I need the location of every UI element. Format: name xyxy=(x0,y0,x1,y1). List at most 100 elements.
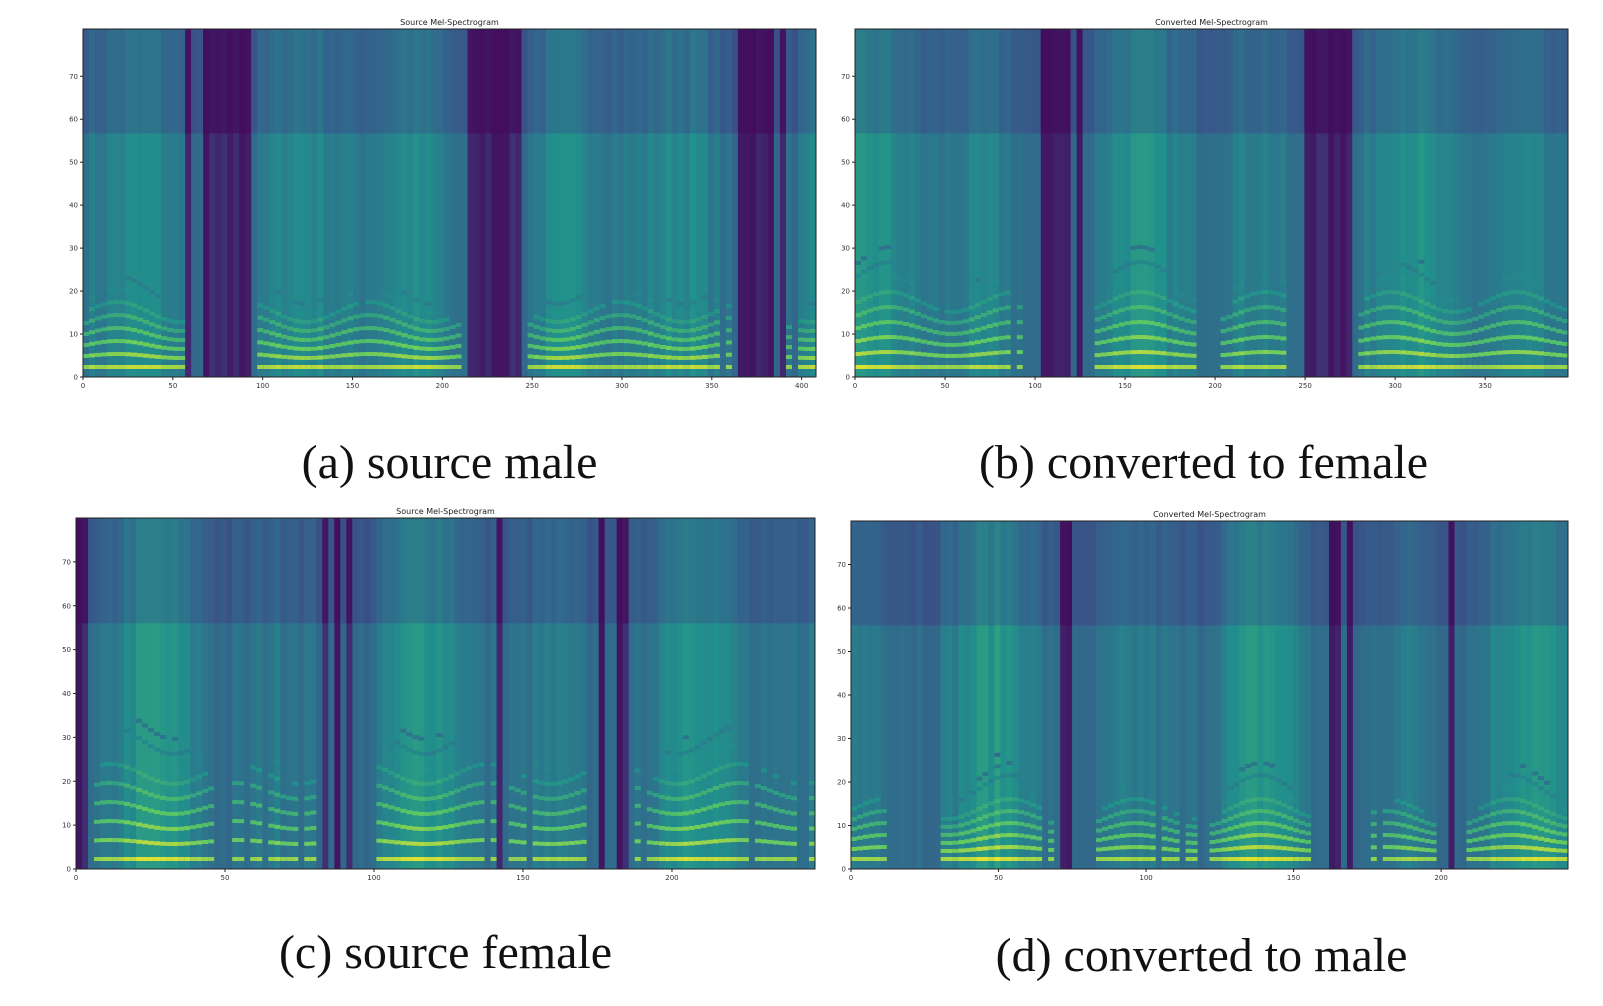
spectrogram-upper xyxy=(358,518,365,623)
spectrogram-upper xyxy=(982,521,988,625)
harmonic xyxy=(1017,350,1023,354)
harmonic xyxy=(976,807,982,811)
spectrogram-upper xyxy=(1413,521,1419,625)
harmonic xyxy=(1227,796,1233,800)
harmonic xyxy=(124,839,131,843)
spectrogram-upper xyxy=(767,518,774,623)
y-tick-label: 50 xyxy=(837,648,846,656)
spectrogram-upper xyxy=(1526,521,1532,625)
harmonic xyxy=(696,365,703,369)
harmonic xyxy=(1102,857,1108,861)
harmonic xyxy=(335,332,342,336)
spectrogram-upper xyxy=(1304,29,1310,133)
harmonic xyxy=(1538,817,1544,821)
harmonic xyxy=(1108,825,1114,829)
harmonic xyxy=(1018,787,1024,791)
spectrogram-upper xyxy=(1220,29,1226,133)
harmonic xyxy=(400,841,407,845)
harmonic xyxy=(299,302,306,306)
harmonic xyxy=(1257,821,1263,825)
harmonic xyxy=(389,318,396,322)
harmonic xyxy=(1012,773,1018,777)
harmonic xyxy=(1114,823,1120,827)
harmonic xyxy=(1220,365,1226,369)
harmonic xyxy=(292,827,299,831)
harmonic xyxy=(708,312,715,316)
harmonic xyxy=(588,365,595,369)
harmonic xyxy=(263,341,270,345)
harmonic xyxy=(311,356,318,360)
harmonic xyxy=(341,330,348,334)
harmonic xyxy=(268,824,275,828)
harmonic xyxy=(897,350,903,354)
harmonic xyxy=(897,277,903,281)
harmonic xyxy=(798,319,805,323)
harmonic xyxy=(1370,351,1376,355)
harmonic xyxy=(798,365,805,369)
spectrogram-upper xyxy=(1544,521,1550,625)
harmonic xyxy=(915,312,921,316)
harmonic xyxy=(1280,294,1286,298)
harmonic xyxy=(665,827,672,831)
spectrogram-upper xyxy=(1215,521,1221,625)
harmonic xyxy=(575,807,582,811)
harmonic xyxy=(1532,782,1538,786)
harmonic xyxy=(323,345,330,349)
harmonic xyxy=(761,804,768,808)
harmonic xyxy=(1210,849,1216,853)
harmonic xyxy=(1126,798,1132,802)
spectrogram-upper xyxy=(695,518,702,623)
harmonic xyxy=(311,347,318,351)
harmonic xyxy=(1389,845,1395,849)
harmonic xyxy=(359,352,366,356)
harmonic xyxy=(1466,848,1472,852)
spectrogram-upper xyxy=(299,29,306,133)
harmonic xyxy=(1257,857,1263,861)
harmonic xyxy=(178,827,185,831)
spectrogram-upper xyxy=(1364,29,1370,133)
harmonic xyxy=(689,810,696,814)
harmonic xyxy=(1454,310,1460,314)
harmonic xyxy=(124,729,131,733)
harmonic xyxy=(118,857,125,861)
harmonic xyxy=(281,345,288,349)
spectrogram-upper xyxy=(1083,29,1089,133)
harmonic xyxy=(891,305,897,309)
harmonic xyxy=(341,307,348,311)
harmonic xyxy=(131,303,138,307)
harmonic xyxy=(1168,838,1174,842)
y-tick-label: 40 xyxy=(62,690,71,698)
harmonic xyxy=(654,344,661,348)
harmonic xyxy=(166,857,173,861)
harmonic xyxy=(1095,329,1101,333)
harmonic xyxy=(851,827,857,831)
harmonic xyxy=(659,764,666,768)
harmonic xyxy=(671,797,678,801)
harmonic xyxy=(707,805,714,809)
harmonic xyxy=(1185,353,1191,357)
harmonic xyxy=(1000,774,1006,778)
harmonic xyxy=(677,842,684,846)
harmonic xyxy=(1125,307,1131,311)
harmonic xyxy=(1382,335,1388,339)
harmonic xyxy=(855,326,861,330)
spectrogram-upper xyxy=(893,521,899,625)
harmonic xyxy=(1514,335,1520,339)
spectrogram-upper xyxy=(130,518,137,623)
harmonic xyxy=(179,320,186,324)
harmonic xyxy=(1095,305,1101,309)
harmonic xyxy=(1017,305,1023,309)
spectrogram-upper xyxy=(1101,29,1107,133)
harmonic xyxy=(981,300,987,304)
spectrogram-upper xyxy=(791,518,798,623)
spectrogram-upper xyxy=(383,29,390,133)
harmonic xyxy=(1401,801,1407,805)
harmonic xyxy=(112,819,119,823)
harmonic xyxy=(1036,857,1042,861)
harmonic xyxy=(455,840,462,844)
harmonic xyxy=(696,336,703,340)
harmonic xyxy=(1490,338,1496,342)
harmonic xyxy=(149,365,156,369)
x-tick-label: 300 xyxy=(1388,382,1401,390)
spectrogram-upper xyxy=(1221,521,1227,625)
